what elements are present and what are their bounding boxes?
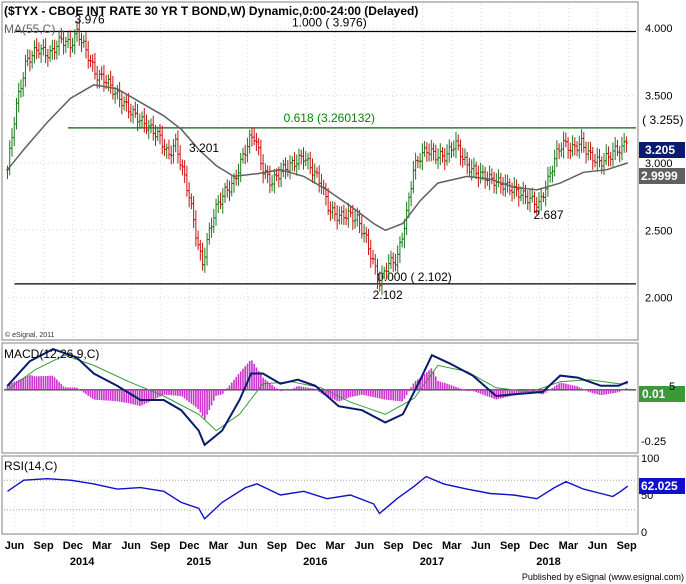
x-month-label: Mar: [325, 540, 345, 552]
x-year-label: 2014: [70, 556, 95, 568]
axes: Jun Sep Dec Mar Jun Sep Dec Mar Jun Sep Dec Mar Jun S…: [5, 23, 673, 568]
x-year-label: 2018: [536, 556, 560, 568]
ma-label: MA(55,C): [4, 22, 55, 36]
macd-line: [6, 348, 629, 447]
x-year-label: 2015: [186, 556, 210, 568]
ma-line: [6, 84, 629, 232]
last-price-box: [639, 142, 685, 158]
published-by: Published by eSignal (www.esignal.com): [522, 572, 684, 582]
rsi-panel: [1, 455, 639, 535]
x-month-label: Dec: [179, 540, 199, 552]
price-y-tick: 4.000: [645, 23, 673, 35]
copyright-text: © eSignal, 2011: [5, 331, 55, 339]
price-panel: [1, 1, 639, 341]
rsi-value-label: 62.025: [641, 479, 678, 493]
x-month-label: Jun: [121, 540, 141, 552]
x-month-label: Sep: [500, 540, 520, 552]
moving-average: [6, 84, 629, 232]
x-month-label: Dec: [529, 540, 549, 552]
x-month-label: Jun: [5, 540, 25, 552]
macd-value-hidden: 5: [669, 381, 675, 393]
price-y-tick: 2.000: [645, 293, 673, 305]
x-month-label: Sep: [383, 540, 403, 552]
chart-title: ($TYX - CBOE INT RATE 30 YR T BOND,W) Dy…: [4, 4, 418, 18]
candles: [5, 20, 628, 296]
x-year-label: 2016: [303, 556, 327, 568]
price-annotation: 3.976: [75, 12, 105, 26]
x-month-label: Sep: [150, 540, 170, 552]
x-month-label: Dec: [63, 540, 83, 552]
rsi-title: RSI(14,C): [4, 459, 57, 473]
fib-label: 1.000 ( 3.976): [292, 15, 367, 29]
grid-layer: [4, 4, 636, 532]
price-annotation: 3.201: [189, 141, 219, 155]
rsi-y-tick: 100: [641, 453, 659, 465]
x-month-label: Mar: [559, 540, 579, 552]
x-month-label: Mar: [442, 540, 462, 552]
price-annotation: 2.687: [534, 208, 564, 222]
x-month-label: Dec: [413, 540, 433, 552]
x-month-label: Jun: [588, 540, 608, 552]
x-month-label: Sep: [617, 540, 637, 552]
rsi-value-box: [639, 478, 685, 494]
rsi-y-tick: 0: [641, 527, 647, 539]
x-month-label: Mar: [92, 540, 112, 552]
rsi-lines: [7, 475, 629, 520]
annotations: 3.976 3.201 2.102 2.687: [75, 12, 564, 301]
price-y-tick: 2.500: [645, 225, 673, 237]
macd-title: MACD(12,26,9,C): [4, 347, 99, 361]
price-y-tick: 3.000: [645, 158, 673, 170]
rsi-line: [7, 475, 629, 520]
macd-y-tick: -0.25: [641, 436, 666, 448]
x-month-label: Sep: [267, 540, 287, 552]
x-month-label: Jun: [238, 540, 258, 552]
fib-levels: 1.000 ( 3.976) 0.618 (3.260132) 0.000 ( 2.…: [14, 15, 683, 285]
fib-label: 0.000 ( 2.102): [377, 270, 452, 284]
macd-value-label: 0.01: [642, 387, 666, 401]
x-month-label: Sep: [34, 540, 54, 552]
x-year-label: 2017: [420, 556, 444, 568]
macd-signal-line: [7, 354, 628, 432]
last-price-label: 3.205: [645, 143, 675, 157]
x-month-label: Jun: [471, 540, 491, 552]
macd-value-box: [639, 386, 685, 402]
x-month-label: Jun: [355, 540, 375, 552]
fib-label: 0.618 (3.260132): [284, 111, 375, 125]
ma-value-label: 2.9999: [641, 169, 678, 183]
fib-right-label: ( 3.255): [642, 113, 683, 127]
macd-lines: [6, 348, 629, 447]
x-month-label: Mar: [209, 540, 229, 552]
x-month-label: Dec: [296, 540, 316, 552]
price-annotation: 2.102: [373, 288, 403, 302]
ma-value-box: [639, 168, 685, 184]
price-y-tick: 3.500: [645, 91, 673, 103]
